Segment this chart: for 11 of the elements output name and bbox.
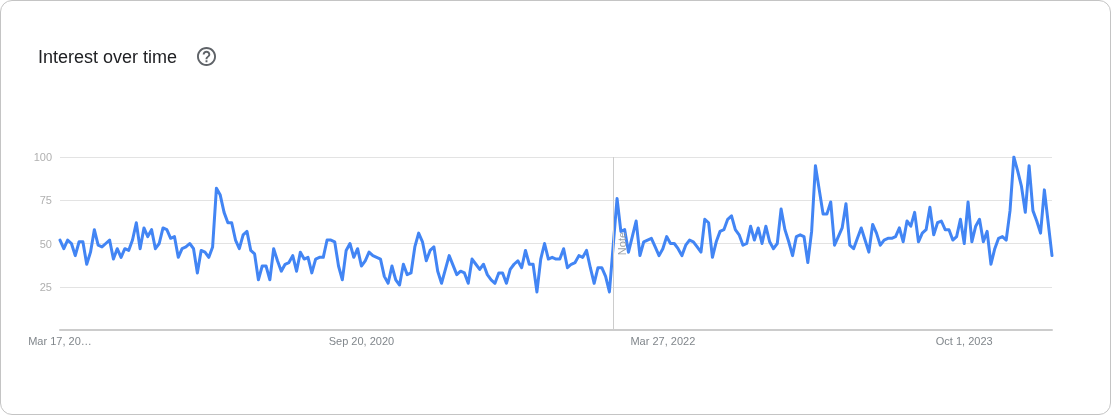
- x-tick-label: Oct 1, 2023: [935, 334, 993, 347]
- y-tick-label: 50: [39, 237, 52, 250]
- x-tick-label: Sep 20, 2020: [328, 334, 395, 347]
- chart-title: Interest over time: [38, 47, 178, 67]
- y-tick-label: 100: [33, 151, 52, 163]
- y-tick-label: 25: [39, 280, 52, 293]
- y-tick-label: 75: [39, 194, 52, 207]
- line-series: [58, 155, 1054, 294]
- x-tick-label: Mar 27, 2022: [630, 334, 696, 347]
- x-tick-label: Mar 17, 20…: [28, 334, 92, 347]
- ref-line-label: Note: [615, 231, 628, 256]
